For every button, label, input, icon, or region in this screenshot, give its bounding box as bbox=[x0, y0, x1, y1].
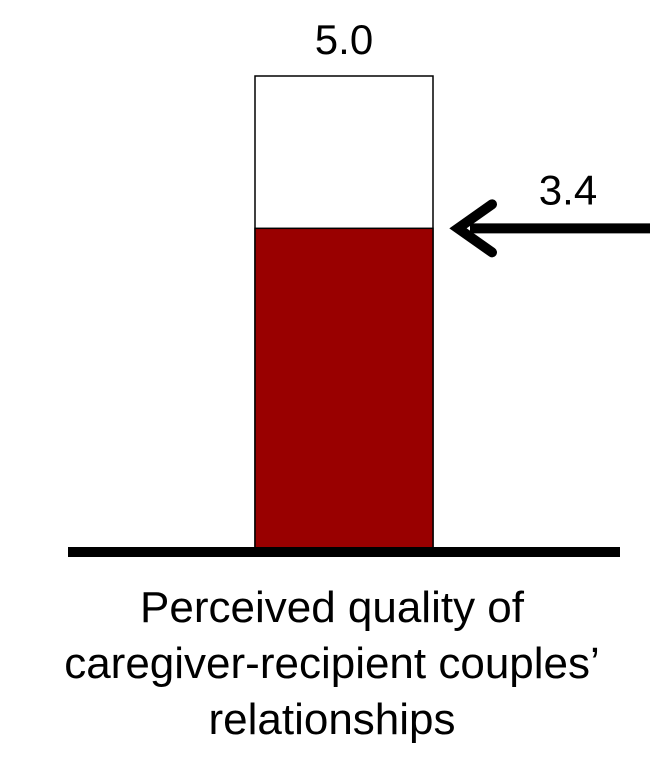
x-axis-label: relationships bbox=[208, 695, 455, 744]
x-axis-label: Perceived quality of bbox=[140, 583, 525, 632]
bar bbox=[254, 227, 434, 553]
arrow-head bbox=[449, 199, 497, 258]
x-axis-label: caregiver-recipient couples’ bbox=[64, 639, 600, 688]
max-label: 5.0 bbox=[315, 16, 373, 63]
value-label: 3.4 bbox=[539, 166, 597, 213]
